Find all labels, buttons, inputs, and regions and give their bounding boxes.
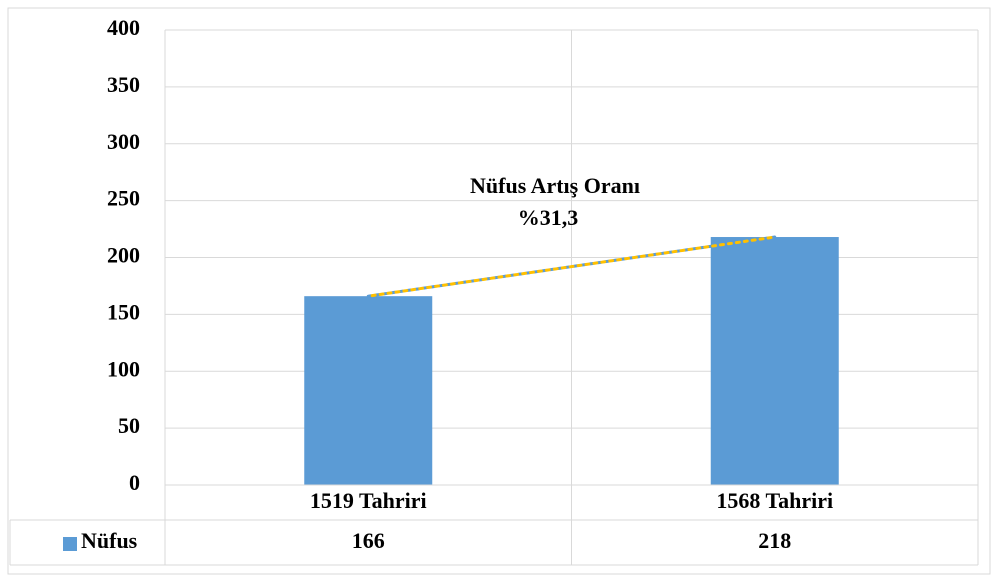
y-tick-label: 50	[118, 413, 140, 438]
annotation: %31,3	[518, 205, 579, 230]
annotation: Nüfus Artış Oranı	[470, 173, 640, 198]
table-value: 166	[352, 528, 385, 553]
y-tick-label: 200	[107, 243, 140, 268]
x-tick-label: 1519 Tahriri	[310, 488, 427, 513]
y-tick-label: 150	[107, 299, 140, 324]
chart-border	[7, 7, 991, 575]
bar	[304, 296, 433, 485]
y-tick-label: 250	[107, 186, 140, 211]
y-tick-label: 100	[107, 356, 140, 381]
bar	[710, 237, 839, 485]
y-tick-label: 300	[107, 129, 140, 154]
y-tick-label: 0	[129, 470, 140, 495]
y-tick-label: 350	[107, 72, 140, 97]
x-tick-label: 1568 Tahriri	[716, 488, 833, 513]
y-tick-label: 400	[107, 15, 140, 40]
trendline	[366, 235, 777, 298]
table-value: 218	[758, 528, 791, 553]
legend-swatch	[63, 537, 77, 551]
legend-label: Nüfus	[81, 528, 138, 553]
